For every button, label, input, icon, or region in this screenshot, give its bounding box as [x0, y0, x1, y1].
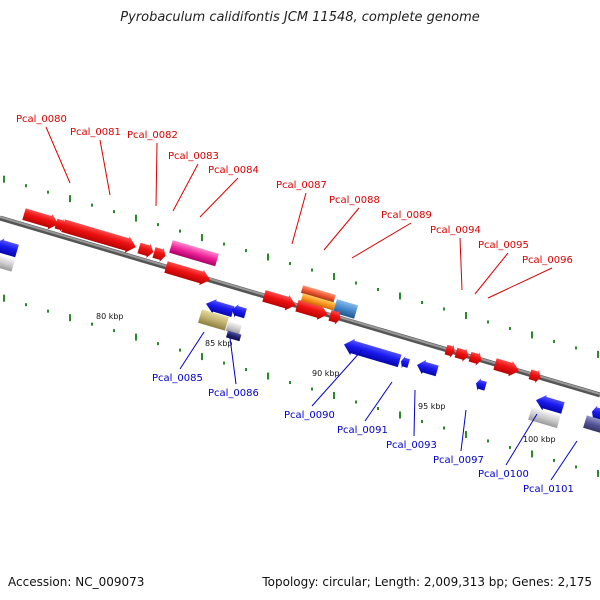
leader-line: [505, 413, 538, 466]
reverse-gene-label[interactable]: Pcal_0086: [208, 388, 259, 399]
gene-feature[interactable]: [262, 288, 298, 313]
gene-feature[interactable]: [0, 254, 15, 272]
gene-feature[interactable]: [169, 240, 219, 267]
gene-feature[interactable]: [328, 308, 343, 325]
leader-line: [460, 409, 467, 452]
scale-label: 95 kbp: [418, 402, 446, 411]
leader-line: [291, 192, 307, 245]
forward-gene-label[interactable]: Pcal_0096: [522, 255, 573, 266]
genome-title: Pyrobaculum calidifontis JCM 11548, comp…: [120, 10, 480, 25]
forward-gene-label[interactable]: Pcal_0089: [381, 210, 432, 221]
gene-feature[interactable]: [226, 330, 242, 342]
gene-feature[interactable]: [528, 368, 543, 385]
leader-line: [487, 267, 553, 299]
gene-feature[interactable]: [590, 404, 600, 421]
gene-feature[interactable]: [295, 298, 330, 322]
gene-feature[interactable]: [198, 309, 229, 331]
forward-gene-label[interactable]: Pcal_0082: [127, 130, 178, 141]
gene-feature[interactable]: [468, 350, 483, 367]
forward-gene-label[interactable]: Pcal_0081: [70, 127, 121, 138]
scale-label: 80 kbp: [96, 312, 124, 321]
gene-feature[interactable]: [300, 293, 336, 311]
reverse-gene-label[interactable]: Pcal_0100: [478, 469, 529, 480]
gene-feature[interactable]: [204, 297, 235, 319]
gene-feature[interactable]: [528, 407, 561, 429]
gene-feature[interactable]: [0, 236, 19, 259]
scale-label: 85 kbp: [205, 339, 233, 348]
accession-text: Accession: NC_009073: [8, 575, 145, 589]
gene-feature[interactable]: [415, 358, 439, 378]
gene-feature[interactable]: [164, 259, 213, 287]
gene-feature[interactable]: [454, 346, 470, 363]
scale-label: 90 kbp: [312, 369, 340, 378]
reverse-gene-label[interactable]: Pcal_0091: [337, 425, 388, 436]
scale-labels: 80 kbp 85 kbp 90 kbp 95 kbp 100 kbp: [96, 312, 556, 444]
leader-line: [45, 126, 71, 184]
forward-gene-label[interactable]: Pcal_0088: [329, 195, 380, 206]
gene-feature[interactable]: [230, 303, 247, 320]
gene-feature[interactable]: [300, 285, 336, 303]
gene-feature[interactable]: [61, 217, 139, 255]
gene-feature[interactable]: [534, 392, 565, 415]
leader-line: [323, 207, 360, 251]
leader-line: [311, 349, 363, 407]
leader-line: [550, 440, 578, 481]
reverse-gene-label[interactable]: Pcal_0097: [433, 455, 484, 466]
gene-feature[interactable]: [137, 241, 156, 260]
leader-line: [155, 142, 158, 207]
leader-line: [364, 381, 393, 422]
gene-features: [0, 206, 600, 433]
leader-line: [179, 331, 205, 370]
gene-feature[interactable]: [342, 336, 402, 369]
gene-feature[interactable]: [152, 245, 168, 263]
leader-line: [459, 237, 463, 291]
tick-track-reverse: [3, 294, 599, 477]
gene-feature[interactable]: [583, 415, 600, 433]
forward-gene-label[interactable]: Pcal_0080: [16, 114, 67, 125]
forward-gene-label[interactable]: Pcal_0094: [430, 225, 481, 236]
leader-line: [99, 139, 111, 196]
leader-line: [351, 222, 412, 259]
leader-line: [413, 389, 416, 437]
leader-line: [199, 177, 239, 218]
gene-feature[interactable]: [399, 355, 410, 370]
forward-gene-label[interactable]: Pcal_0084: [208, 165, 259, 176]
gene-feature[interactable]: [444, 343, 457, 359]
gene-feature[interactable]: [22, 206, 61, 232]
gene-feature[interactable]: [493, 356, 522, 378]
gene-feature[interactable]: [54, 217, 67, 233]
leader-line: [229, 337, 237, 385]
reverse-gene-label[interactable]: Pcal_0101: [523, 484, 574, 495]
forward-gene-label[interactable]: Pcal_0095: [478, 240, 529, 251]
reverse-gene-label[interactable]: Pcal_0093: [386, 440, 437, 451]
forward-gene-label[interactable]: Pcal_0087: [276, 180, 327, 191]
leader-line: [172, 163, 199, 212]
leader-line: [474, 252, 509, 295]
forward-gene-label[interactable]: Pcal_0083: [168, 151, 219, 162]
scale-label: 100 kbp: [523, 435, 556, 444]
gene-feature[interactable]: [474, 377, 487, 392]
topology-text: Topology: circular; Length: 2,009,313 bp…: [262, 575, 592, 589]
reverse-gene-label[interactable]: Pcal_0090: [284, 410, 335, 421]
reverse-gene-label[interactable]: Pcal_0085: [152, 373, 203, 384]
tick-track-forward: [3, 175, 599, 358]
label-leader-lines: [45, 126, 578, 481]
